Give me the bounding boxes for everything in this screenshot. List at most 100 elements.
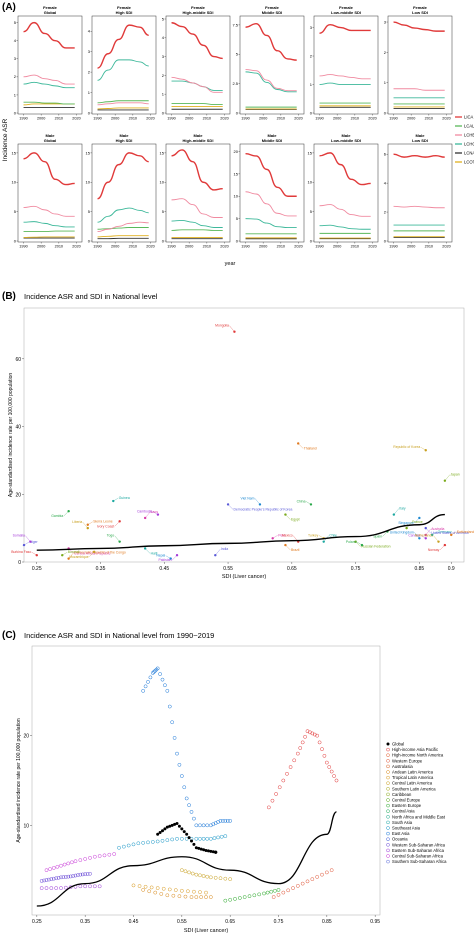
trajectory-point — [76, 873, 80, 877]
x-tick-label: 2020 — [72, 245, 80, 249]
legend-label: Central Sub-Saharan Africa — [392, 854, 444, 859]
facet-frame — [239, 15, 305, 115]
trajectory-point — [192, 889, 196, 894]
trajectory-point — [54, 886, 59, 890]
y-tick-label: 0 — [310, 110, 313, 115]
legend-label: Western Sub-Saharan Africa — [392, 842, 446, 847]
country-point — [392, 513, 396, 516]
series-line-lica — [245, 22, 297, 61]
country-label: Mongolia — [215, 324, 229, 328]
trajectory-point — [285, 771, 289, 776]
country-point — [418, 537, 421, 540]
trajectory-point — [83, 884, 88, 889]
y-tick-label: 0 — [236, 110, 239, 115]
series-line-lchb — [97, 221, 149, 233]
trajectory-point — [252, 893, 257, 898]
trajectory-point — [170, 720, 175, 725]
y-tick-label: 5 — [236, 52, 239, 57]
country-label: Singapore — [398, 521, 414, 525]
trajectory-point — [228, 877, 233, 881]
legend-label: LCOT — [464, 160, 474, 165]
x-tick-label: 2000 — [407, 245, 415, 249]
trajectory-point — [218, 819, 223, 823]
country-label: Sierra Leone — [93, 520, 113, 524]
country-point — [424, 533, 427, 537]
trajectory-point — [63, 875, 68, 879]
y-tick-label: 3 — [310, 25, 313, 30]
trajectory-point — [308, 730, 312, 735]
trajectory-point — [49, 877, 54, 881]
y-tick-label: 5 — [88, 209, 91, 214]
trajectory-point — [165, 893, 170, 898]
trajectory-point — [173, 888, 178, 892]
trajectory-point — [143, 684, 148, 689]
series-line-lchb — [97, 102, 149, 106]
y-tick-label: 10 — [86, 180, 91, 185]
y-tick-label: 2 — [384, 209, 387, 214]
series-line-lchc — [319, 82, 371, 85]
x-tick-label: 2020 — [146, 245, 154, 249]
series-line-lica — [23, 152, 75, 186]
trajectory-point — [219, 834, 224, 839]
trajectory-point-global — [199, 847, 203, 851]
trajectory-point — [192, 816, 196, 821]
series-line-lica — [245, 153, 297, 197]
trajectory-point — [221, 819, 225, 823]
facet-sex-label: Female — [339, 5, 354, 10]
x-tick-label: 1990 — [315, 245, 323, 249]
country-label: Turkey — [308, 533, 319, 537]
trajectory-point — [150, 840, 155, 844]
trajectory-point — [237, 896, 242, 900]
trajectory-point — [233, 897, 237, 901]
trajectory-point — [208, 823, 213, 828]
trajectory-point — [204, 895, 208, 899]
x-tick-label: 2010 — [55, 117, 63, 121]
country-point — [437, 540, 440, 543]
trajectory-point — [56, 875, 61, 880]
trajectory-point — [281, 890, 286, 895]
trajectory-point — [216, 835, 220, 840]
panel-c-letter: (C) — [2, 630, 16, 641]
country-point — [443, 479, 447, 482]
country-label: Laos — [151, 510, 159, 514]
y-tick-label: 2 — [162, 73, 165, 78]
x-tick-label: 1990 — [19, 245, 27, 249]
y-tick-label: 3 — [88, 49, 91, 54]
facet-region-label: Global — [44, 10, 56, 15]
trajectory-point — [44, 878, 49, 882]
trajectory-point — [262, 891, 266, 896]
country-label: Pakistan — [159, 558, 172, 562]
trajectory-point — [310, 877, 315, 881]
trajectory-point — [44, 886, 49, 890]
x-tick-label: 0.85 — [322, 919, 332, 925]
series-line-lchc — [97, 59, 149, 81]
country-label: Cambodia — [137, 510, 153, 514]
trajectory-point — [213, 875, 218, 880]
legend-marker — [386, 809, 390, 813]
trajectory-point — [204, 890, 208, 895]
country-point — [118, 520, 121, 523]
facet-frame — [165, 143, 231, 243]
trajectory-point — [177, 894, 182, 899]
x-tick-label: 0.55 — [223, 566, 233, 572]
y-tick-label: 0 — [384, 238, 387, 243]
facet-frame — [313, 143, 379, 243]
trajectory-point-global — [177, 824, 181, 828]
trajectory-point — [213, 821, 218, 825]
trajectory-point — [288, 765, 293, 769]
trajectory-point-global — [163, 827, 167, 831]
series-line-lcot — [97, 107, 149, 110]
legend-label: Tropical Latin America — [392, 775, 434, 780]
trajectory-point — [171, 893, 176, 898]
y-tick-label: 5 — [162, 16, 165, 21]
trajectory-point — [211, 822, 216, 827]
country-point — [424, 449, 427, 452]
trajectory-point — [186, 889, 190, 894]
x-tick-label: 2000 — [185, 245, 193, 249]
trajectory-point — [265, 890, 270, 895]
facet-sex-label: Male — [194, 133, 204, 138]
